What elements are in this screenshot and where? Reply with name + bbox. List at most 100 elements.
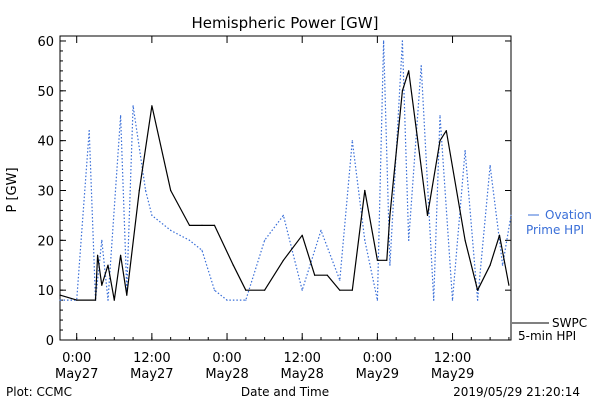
data-point	[76, 299, 78, 301]
data-point	[489, 165, 491, 167]
x-tick-time-label: 12:00	[283, 351, 320, 366]
data-point	[351, 289, 353, 291]
x-tick-date-label: May27	[130, 367, 173, 382]
legend-swpc-label-line2: 5-min HPI	[518, 329, 576, 343]
data-point	[282, 214, 284, 216]
data-point	[101, 284, 103, 286]
data-point	[264, 239, 266, 241]
data-point	[101, 239, 103, 241]
chart-title: Hemispheric Power [GW]	[192, 14, 379, 32]
data-point	[408, 70, 410, 72]
x-axis: 0:00May2712:00May270:00May2812:00May280:…	[55, 36, 510, 382]
data-point	[59, 299, 61, 301]
x-axis-label: Date and Time	[241, 385, 329, 399]
data-point	[107, 264, 109, 266]
data-point	[401, 90, 403, 92]
x-tick-time-label: 12:00	[133, 351, 170, 366]
data-point	[477, 299, 479, 301]
data-point	[314, 274, 316, 276]
data-point	[339, 289, 341, 291]
series-layer	[59, 40, 512, 301]
data-point	[201, 249, 203, 251]
plot-credit: Plot: CCMC	[6, 385, 72, 399]
y-tick-label: 30	[37, 184, 54, 199]
x-tick-date-label: May29	[431, 367, 474, 382]
data-point	[464, 239, 466, 241]
x-tick-time-label: 0:00	[212, 351, 241, 366]
data-point	[59, 294, 61, 296]
data-point	[420, 65, 422, 67]
y-tick-label: 10	[37, 284, 54, 299]
x-tick-time-label: 0:00	[363, 351, 392, 366]
y-tick-label: 60	[37, 35, 54, 50]
data-point	[502, 264, 504, 266]
data-point	[389, 214, 391, 216]
plot-frame	[59, 35, 512, 341]
data-point	[510, 214, 512, 216]
x-tick-time-label: 12:00	[434, 351, 471, 366]
legend-swpc-label: SWPC	[552, 316, 587, 330]
data-point	[433, 299, 435, 301]
data-point	[226, 299, 228, 301]
legend: Ovation Prime HPI SWPC 5-min HPI	[512, 208, 592, 343]
y-tick-label: 20	[37, 234, 54, 249]
data-point	[386, 259, 388, 261]
y-tick-label: 50	[37, 85, 54, 100]
data-point	[232, 264, 234, 266]
data-point	[408, 239, 410, 241]
data-point	[364, 239, 366, 241]
data-point	[138, 189, 140, 192]
legend-ovation-label: Ovation	[545, 208, 592, 222]
data-point	[389, 264, 391, 266]
data-point	[364, 189, 366, 192]
x-tick-time-label: 0:00	[62, 351, 91, 366]
data-point	[401, 40, 403, 42]
data-point	[120, 115, 122, 117]
y-tick-label: 0	[46, 334, 54, 349]
data-point	[498, 234, 501, 236]
data-point	[439, 115, 441, 117]
series-line-swpc-hpi	[59, 70, 510, 301]
data-point	[151, 214, 153, 216]
data-point	[320, 229, 322, 231]
data-point	[282, 259, 284, 261]
data-point	[451, 299, 454, 301]
data-point	[213, 224, 216, 226]
data-point	[376, 299, 378, 301]
data-point	[264, 289, 266, 291]
data-point	[301, 289, 303, 291]
legend-ovation-label-line2: Prime HPI	[526, 223, 584, 237]
x-tick-date-label: May29	[356, 367, 399, 382]
data-point	[245, 299, 247, 301]
data-point	[97, 254, 99, 256]
data-point	[445, 130, 447, 132]
x-tick-date-label: May28	[280, 367, 323, 382]
data-point	[120, 254, 122, 256]
data-point	[145, 189, 147, 192]
data-point	[213, 289, 216, 291]
y-tick-label: 40	[37, 135, 54, 150]
series-line-ovation-prime-hpi	[60, 40, 512, 301]
data-point	[508, 284, 510, 286]
data-point	[301, 234, 303, 236]
data-point	[464, 150, 466, 152]
data-point	[170, 229, 172, 231]
plot-timestamp: 2019/05/29 21:20:14	[453, 385, 580, 399]
data-point	[132, 105, 134, 107]
data-point	[339, 279, 341, 281]
data-point	[188, 239, 191, 241]
y-axis-label: P [GW]	[5, 167, 20, 212]
data-point	[439, 140, 441, 142]
data-point	[201, 224, 203, 226]
x-tick-date-label: May27	[55, 367, 98, 382]
data-point	[107, 299, 109, 301]
data-point	[113, 299, 115, 301]
data-point	[326, 274, 328, 276]
data-point	[426, 214, 429, 216]
data-point	[489, 264, 491, 266]
data-point	[170, 189, 172, 192]
data-point	[383, 40, 385, 42]
data-point	[376, 259, 378, 261]
